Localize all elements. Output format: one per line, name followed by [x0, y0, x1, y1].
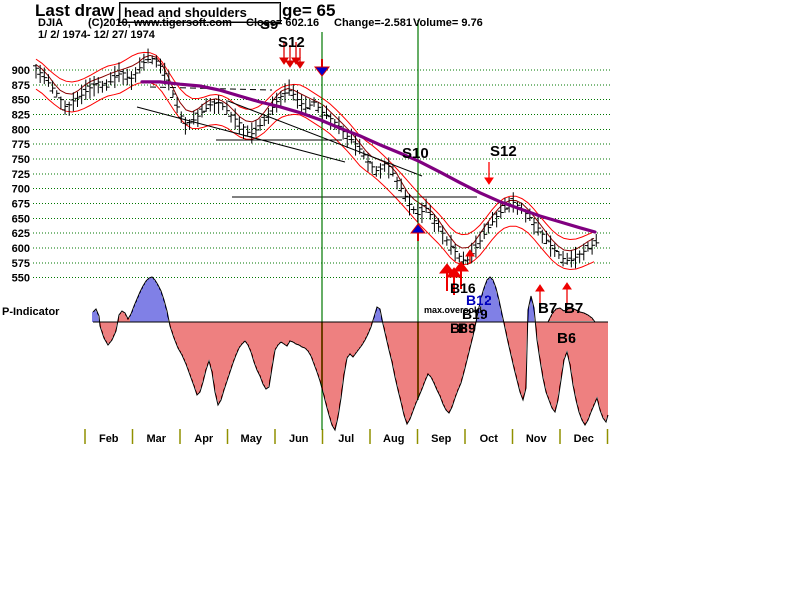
volume-value: Volume= 9.76 — [413, 17, 483, 29]
svg-text:875: 875 — [12, 80, 30, 92]
event-lines — [321, 20, 419, 430]
svg-text:575: 575 — [12, 258, 30, 270]
signal-label: B19 — [462, 306, 488, 322]
signal-label: B16 — [450, 280, 476, 296]
close-value: Close= 602.16 — [246, 17, 320, 29]
svg-text:800: 800 — [12, 124, 30, 136]
trendlines — [136, 86, 477, 198]
signal-label: B12 — [466, 292, 492, 308]
down-arrow-icon — [484, 177, 494, 185]
signal-label: B9 — [458, 320, 476, 336]
x-axis: Feb Mar Apr May Jun Jul Aug Sep Oct Nov Dec — [84, 429, 609, 445]
svg-text:May: May — [241, 433, 263, 445]
down-arrow-icon — [295, 61, 305, 69]
svg-text:625: 625 — [12, 228, 30, 240]
signal-label: B6 — [557, 330, 576, 347]
svg-text:max.oversold: max.oversold — [424, 305, 482, 315]
svg-text:Jul: Jul — [338, 433, 354, 445]
up-arrow-icon — [562, 282, 572, 290]
svg-text:550: 550 — [12, 273, 30, 285]
signal-label: S12 — [490, 143, 517, 160]
svg-text:Sep: Sep — [431, 433, 451, 445]
signal-label: B7 — [564, 300, 583, 317]
svg-text:Feb: Feb — [99, 433, 119, 445]
svg-text:825: 825 — [12, 110, 30, 122]
svg-text:Mar: Mar — [146, 433, 166, 445]
date-range-label: 1/ 2/ 1974- 12/ 27/ 1974 — [38, 29, 155, 41]
copyright-label: (C)2010, www.tigersoft.com — [88, 17, 232, 29]
svg-text:Aug: Aug — [383, 433, 404, 445]
max-oversold-label: max.oversold — [424, 305, 482, 315]
drawing-tool-input[interactable] — [119, 2, 281, 23]
indicator-histogram — [92, 276, 609, 432]
svg-text:750: 750 — [12, 154, 30, 166]
y-axis-labels: 900 875 850 825 800 775 750 725 700 675 650 625 600 5… — [12, 65, 30, 285]
purple-ma — [140, 80, 597, 234]
signal-label: B8 — [450, 320, 468, 336]
change-value: Change=-2.581 — [334, 17, 412, 29]
svg-text:850: 850 — [12, 95, 30, 107]
signal-label: S12 — [278, 34, 305, 51]
up-arrow-icon — [465, 249, 475, 257]
signal-arrows — [279, 42, 572, 307]
page-title-right: ge= 65 — [282, 1, 336, 20]
svg-text:Oct: Oct — [480, 433, 499, 445]
down-arrow-icon — [313, 66, 331, 77]
svg-text:600: 600 — [12, 243, 30, 255]
svg-text:725: 725 — [12, 169, 30, 181]
indicator-b7-mound — [547, 307, 596, 323]
page-title-left: Last draw — [35, 1, 115, 20]
signal-label: S10 — [402, 145, 429, 162]
svg-text:650: 650 — [12, 213, 30, 225]
down-arrow-icon — [285, 60, 295, 68]
svg-text:775: 775 — [12, 139, 30, 151]
signal-label: B7 — [538, 300, 557, 317]
indicator-pane-label: P-Indicator — [2, 306, 60, 318]
svg-text:700: 700 — [12, 184, 30, 196]
svg-text:Nov: Nov — [526, 433, 548, 445]
svg-text:Apr: Apr — [194, 433, 214, 445]
up-arrow-icon — [535, 284, 545, 292]
svg-text:900: 900 — [12, 65, 30, 77]
svg-text:Dec: Dec — [574, 433, 594, 445]
symbol-label: DJIA — [38, 17, 64, 29]
svg-text:Jun: Jun — [289, 433, 309, 445]
svg-text:675: 675 — [12, 199, 30, 211]
